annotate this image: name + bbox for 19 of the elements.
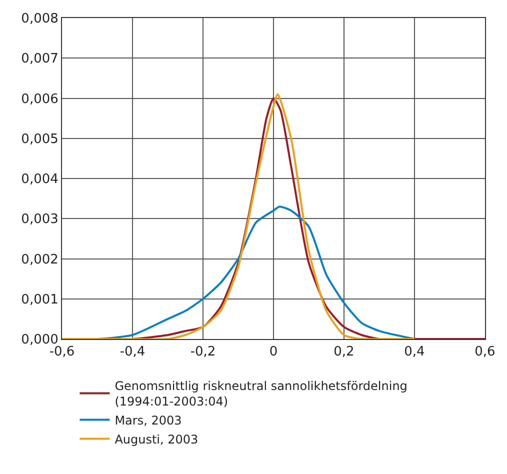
line-series bbox=[62, 93, 416, 339]
y-tick-label: 0,008 bbox=[21, 12, 58, 27]
legend-label: Genomsnittlig riskneutral sannolikhetsfördelning (1994:01-2003:04) bbox=[114, 379, 408, 409]
legend-label: Mars, 2003 bbox=[114, 413, 182, 428]
x-tick-label: -0,2 bbox=[190, 344, 216, 360]
x-tick-label: -0,6 bbox=[49, 344, 75, 360]
x-tick-label: -0,4 bbox=[120, 344, 146, 360]
legend-label: Augusti, 2003 bbox=[114, 432, 198, 446]
y-tick-label: 0,003 bbox=[21, 212, 58, 228]
y-tick-label: 0,004 bbox=[21, 172, 58, 188]
y-tick-label: 0,001 bbox=[21, 292, 58, 308]
x-tick-label: 0,4 bbox=[404, 344, 425, 360]
x-tick-label: 0,2 bbox=[334, 344, 354, 360]
y-tick-label: 0,006 bbox=[21, 92, 58, 107]
y-tick-label: 0,007 bbox=[21, 52, 58, 67]
x-tick-label: 0 bbox=[269, 344, 278, 360]
y-tick-label: 0,005 bbox=[21, 132, 58, 147]
y-tick-label: 0,002 bbox=[21, 252, 58, 268]
x-tick-label: 0,6 bbox=[474, 344, 496, 360]
